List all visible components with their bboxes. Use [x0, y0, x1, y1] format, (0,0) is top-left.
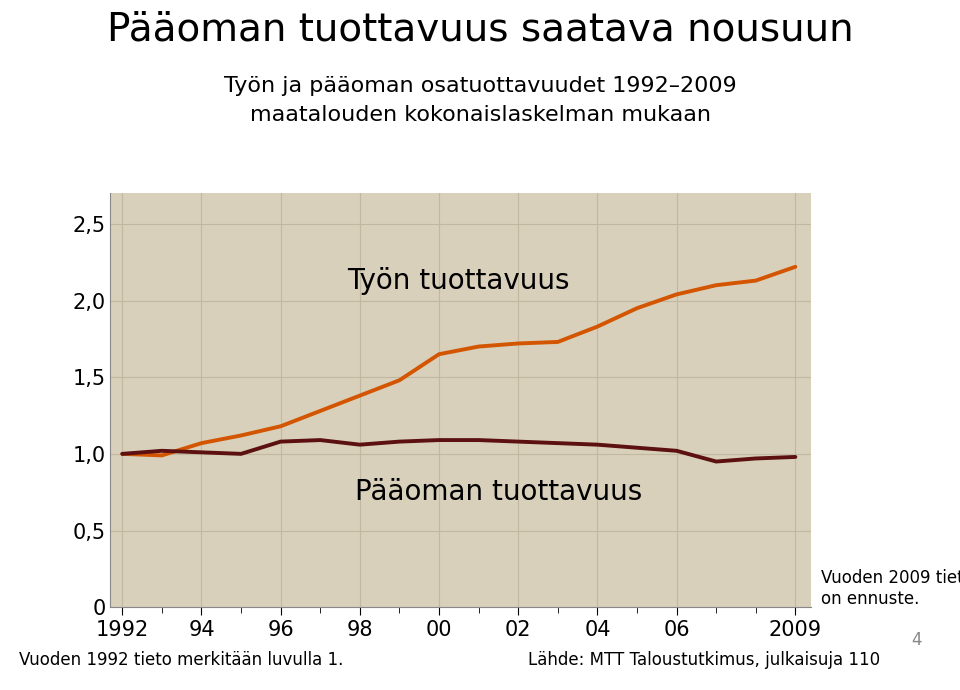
- Text: Pääoman tuottavuus: Pääoman tuottavuus: [355, 478, 642, 506]
- Text: 4: 4: [911, 631, 922, 649]
- Text: Lähde: MTT Taloustutkimus, julkaisuja 110: Lähde: MTT Taloustutkimus, julkaisuja 11…: [528, 651, 880, 669]
- Text: Vuoden 2009 tieto
on ennuste.: Vuoden 2009 tieto on ennuste.: [821, 569, 960, 608]
- Text: Vuoden 1992 tieto merkitään luvulla 1.: Vuoden 1992 tieto merkitään luvulla 1.: [19, 651, 344, 669]
- Text: maatalouden kokonaislaskelman mukaan: maatalouden kokonaislaskelman mukaan: [250, 105, 710, 125]
- Text: Pääoman tuottavuus saatava nousuun: Pääoman tuottavuus saatava nousuun: [107, 10, 853, 48]
- Text: Työn ja pääoman osatuottavuudet 1992–2009: Työn ja pääoman osatuottavuudet 1992–200…: [224, 76, 736, 96]
- Text: Työn tuottavuus: Työn tuottavuus: [348, 266, 570, 295]
